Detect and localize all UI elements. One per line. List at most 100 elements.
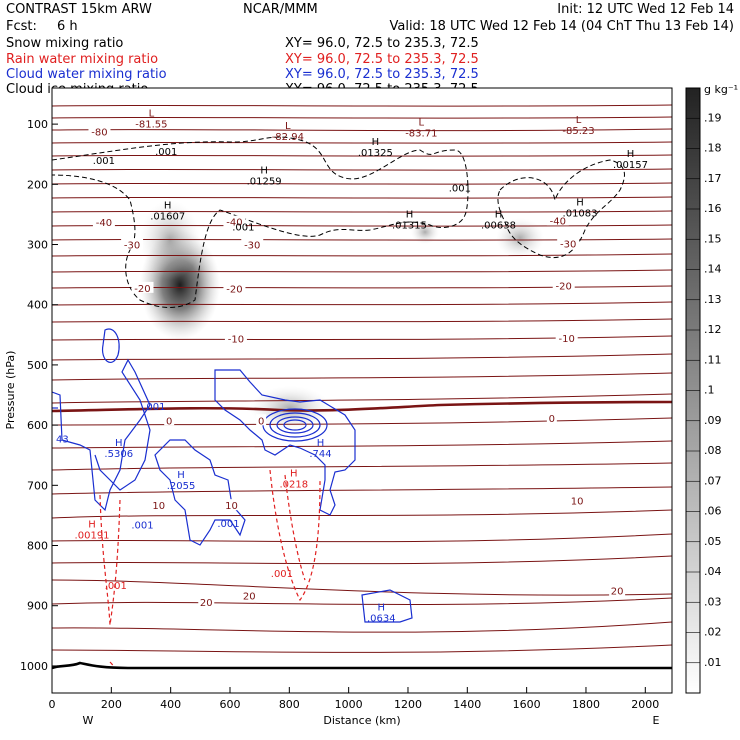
field-xy-rain: XY= 96.0, 72.5 to 235.3, 72.5: [285, 52, 479, 67]
isotherm-line: [52, 154, 672, 157]
extremum-marker: H: [88, 519, 96, 530]
y-tick-label: 800: [27, 540, 48, 553]
isotherm-line: [52, 318, 672, 323]
isotherm-label-bg: [198, 596, 215, 608]
isotherm-line: [52, 440, 672, 449]
isotherm-label: -30: [124, 241, 140, 252]
isotherm-label: 20: [243, 591, 256, 602]
isotherm-label: 20: [611, 587, 624, 598]
y-axis-label: Pressure (hPa): [4, 351, 17, 430]
isotherm-line: [52, 579, 672, 596]
isotherm-line: [52, 168, 672, 171]
extremum-marker: H: [317, 438, 325, 449]
x-tick-label: 800: [279, 698, 300, 711]
isotherm-label: -20: [226, 284, 242, 295]
x-tick-label: 0: [49, 698, 56, 711]
isotherm-lines: [52, 104, 672, 653]
extremum-value: .00157: [613, 160, 648, 171]
snow-upper: [140, 200, 200, 280]
extremum-marker: H: [177, 470, 185, 481]
contour-value-label: .001: [155, 147, 177, 158]
isotherm-line: [52, 621, 672, 633]
isotherm-label: -10: [559, 334, 575, 345]
colorbar-tick-label: .03: [704, 595, 722, 608]
extremum-value: .2055: [167, 481, 196, 492]
x-axis-label: Distance (km): [323, 714, 400, 727]
colorbar-tick-label: .07: [704, 474, 722, 487]
cloud-water-contour-west: [101, 328, 120, 363]
extremum-value: .01259: [247, 177, 282, 188]
isotherm-label-bg: [164, 414, 175, 426]
colorbar-tick-label: .08: [704, 444, 722, 457]
rain-contours: [99, 469, 321, 669]
y-tick-label: 900: [27, 600, 48, 613]
isotherm-label: -30: [244, 241, 260, 252]
isotherm-label: -40: [226, 218, 242, 229]
x-tick-label: 1800: [572, 698, 600, 711]
x-end-label-east: E: [653, 714, 660, 727]
extremum-value: -85.23: [562, 126, 594, 137]
valid-time: Valid: 18 UTC Wed 12 Feb 14 (04 ChT Thu …: [389, 19, 734, 34]
isotherm-line: [52, 301, 672, 306]
colorbar-tick-label: .15: [704, 232, 722, 245]
field-xy-cloud-water: XY= 96.0, 72.5 to 235.3, 72.5: [285, 67, 479, 82]
colorbar-tick-label: .1: [704, 384, 715, 397]
y-tick-label: 600: [27, 419, 48, 432]
colorbar-unit: g kg⁻¹: [704, 83, 738, 96]
isotherm-label-bg: [552, 279, 575, 291]
isotherm-line: [52, 555, 672, 565]
contour-labels-layer: -80 -40 -40 -40 -30 -30 -30 -20 -20 -20 -10 -10 0 0 0 1…: [56, 108, 648, 624]
isotherm-label-bg: [131, 281, 154, 293]
freezing-level-isotherm: [52, 400, 672, 413]
isotherm-label: 10: [225, 501, 238, 512]
cloud-water-core-ring: [276, 416, 314, 434]
extremum-marker: H: [406, 209, 414, 220]
cloud-water-contours: [52, 328, 413, 623]
isotherm-label: 20: [200, 598, 213, 609]
y-tick-label: 400: [27, 299, 48, 312]
y-tick-label: 300: [27, 239, 48, 252]
cloud-ice-contour-east: [497, 159, 625, 259]
extremum-value: .01607: [150, 211, 185, 222]
colorbar-tick-label: .18: [704, 142, 722, 155]
cloud-water-contour-center-left: [154, 439, 246, 546]
isotherm-label: -20: [134, 284, 150, 295]
extremum-marker: H: [627, 149, 635, 160]
extremum-value: .00191: [75, 530, 110, 541]
extremum-marker: H: [164, 200, 172, 211]
isotherm-line: [52, 182, 672, 185]
extremum-marker: H: [495, 209, 503, 220]
extremum-marker: L: [419, 117, 425, 128]
snow-right-patch: [496, 218, 544, 258]
cloud-water-core-ring: [283, 419, 307, 431]
isotherm-line: [52, 104, 672, 107]
isotherm-label-bg: [150, 499, 167, 511]
extremum-value: .01325: [358, 148, 393, 159]
extremum-value: .0218: [279, 479, 308, 490]
extremum-marker: L: [149, 108, 155, 119]
contour-value-label: .001: [449, 183, 471, 194]
isotherm-line: [52, 644, 672, 653]
cloud-ice-contours: [52, 136, 625, 308]
contour-value-label: .001: [131, 520, 153, 531]
contour-value-label: .001: [232, 222, 254, 233]
y-tick-label: 700: [27, 479, 48, 492]
extremum-marker: H: [260, 166, 268, 177]
isotherm-label-bg: [555, 331, 578, 343]
isotherm-label: 0: [258, 416, 264, 427]
x-tick-label: 1600: [513, 698, 541, 711]
terrain-line: [52, 661, 672, 670]
fcst-label: Fcst:: [6, 19, 37, 34]
cloud-water-contour-lower: [361, 589, 413, 623]
plot-background: [52, 88, 672, 693]
x-tick-label: 2000: [631, 698, 659, 711]
isotherm-line: [52, 116, 672, 119]
colorbar-tick-label: .06: [704, 505, 722, 518]
cloud-water-contour-main-west: [52, 358, 151, 512]
isotherm-label: -40: [96, 218, 112, 229]
isotherm-line: [52, 353, 672, 361]
isotherm-line: [52, 597, 672, 605]
x-tick-label: 600: [219, 698, 240, 711]
colorbar-tick-label: .12: [704, 323, 722, 336]
